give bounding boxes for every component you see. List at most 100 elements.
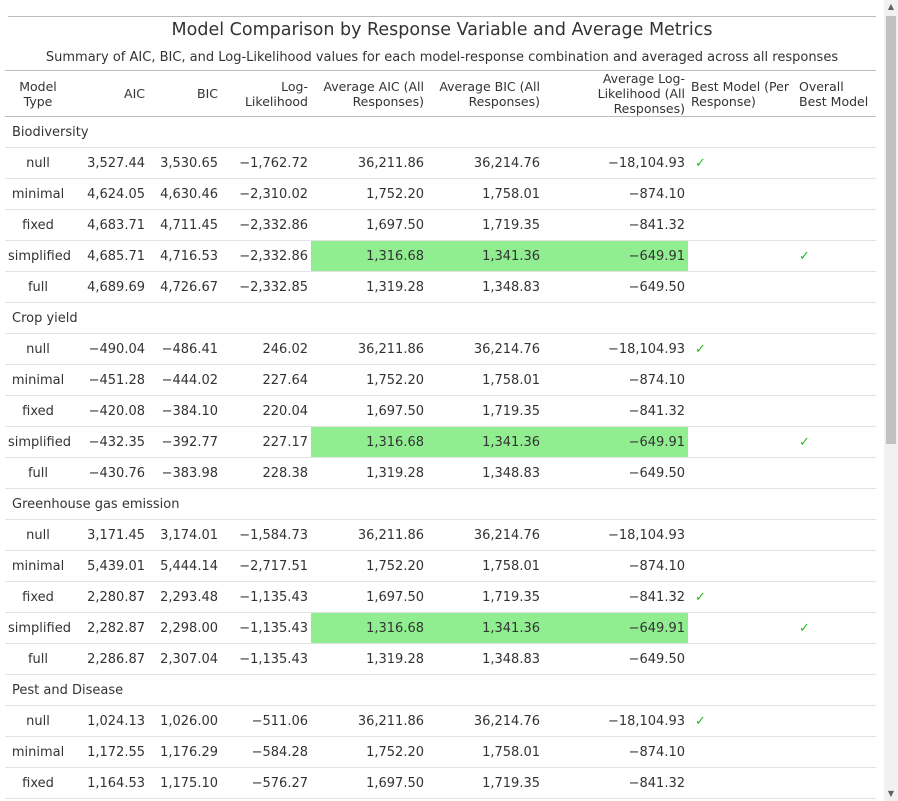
cell-avg-log-likelihood: −649.91 xyxy=(543,240,688,272)
overall-best-check-icon: ✓ xyxy=(799,620,810,636)
cell-avg-log-likelihood: −649.50 xyxy=(543,271,688,303)
col-header-aic[interactable]: AIC xyxy=(71,70,148,117)
col-header-overall-best[interactable]: Overall Best Model xyxy=(796,70,876,117)
overall-best-check-icon: ✓ xyxy=(799,434,810,450)
cell-log-likelihood: −1,762.72 xyxy=(221,147,311,179)
col-header-bic[interactable]: BIC xyxy=(148,70,221,117)
col-header-avg-log-likelihood[interactable]: Average Log-Likelihood (All Responses) xyxy=(543,70,688,117)
cell-avg-aic: 1,697.50 xyxy=(311,581,427,613)
cell-model-type: full xyxy=(5,457,71,489)
cell-model-type: simplified xyxy=(5,240,71,272)
cell-log-likelihood: −2,310.02 xyxy=(221,178,311,210)
col-header-avg-bic[interactable]: Average BIC (All Responses) xyxy=(427,70,543,117)
cell-log-likelihood: −2,332.86 xyxy=(221,240,311,272)
cell-aic: −451.28 xyxy=(71,364,148,396)
table-row: minimal −451.28 −444.02 227.64 1,752.20 1,758… xyxy=(5,364,876,396)
cell-aic: 1,172.55 xyxy=(71,736,148,768)
table-row: fixed 2,280.87 2,293.48 −1,135.43 1,697.50 1,… xyxy=(5,581,876,613)
cell-model-type: full xyxy=(5,643,71,675)
cell-avg-aic: 1,316.68 xyxy=(311,240,427,272)
cell-avg-bic: 1,719.35 xyxy=(427,581,543,613)
group-label: Crop yield xyxy=(5,302,876,334)
cell-avg-aic: 36,211.86 xyxy=(311,705,427,737)
cell-log-likelihood: 246.02 xyxy=(221,333,311,365)
cell-bic: 4,711.45 xyxy=(148,209,221,241)
cell-aic: 4,624.05 xyxy=(71,178,148,210)
table-row: simplified 2,282.87 2,298.00 −1,135.43 1,316… xyxy=(5,612,876,644)
cell-avg-log-likelihood: −874.10 xyxy=(543,550,688,582)
cell-avg-aic: 1,319.28 xyxy=(311,457,427,489)
table-subtitle: Summary of AIC, BIC, and Log-Likelihood … xyxy=(45,50,839,65)
table-row: fixed −420.08 −384.10 220.04 1,697.50 1,719.3… xyxy=(5,395,876,427)
cell-log-likelihood: −576.27 xyxy=(221,767,311,799)
cell-log-likelihood: 228.38 xyxy=(221,457,311,489)
cell-best-model: ✓ xyxy=(688,581,796,613)
table-row: minimal 4,624.05 4,630.46 −2,310.02 1,752.20… xyxy=(5,178,876,210)
cell-avg-aic: 1,752.20 xyxy=(311,736,427,768)
cell-best-model xyxy=(688,426,796,458)
cell-avg-log-likelihood: −18,104.93 xyxy=(543,519,688,551)
cell-avg-bic: 36,214.76 xyxy=(427,147,543,179)
col-header-model-type[interactable]: Model Type xyxy=(5,70,71,117)
table-row: fixed 4,683.71 4,711.45 −2,332.86 1,697.50 1,… xyxy=(5,209,876,241)
vertical-scrollbar[interactable]: ▲ ▼ xyxy=(884,0,898,801)
cell-log-likelihood: −1,584.73 xyxy=(221,519,311,551)
table-row: minimal 5,439.01 5,444.14 −2,717.51 1,752.20… xyxy=(5,550,876,582)
cell-model-type: minimal xyxy=(5,550,71,582)
col-header-log-likelihood[interactable]: Log-Likelihood xyxy=(221,70,311,117)
cell-avg-log-likelihood: −841.32 xyxy=(543,209,688,241)
cell-model-type: null xyxy=(5,705,71,737)
table-row: simplified −432.35 −392.77 227.17 1,316.68 1,… xyxy=(5,426,876,458)
cell-aic: 1,164.53 xyxy=(71,767,148,799)
cell-model-type: null xyxy=(5,147,71,179)
cell-log-likelihood: −584.28 xyxy=(221,736,311,768)
cell-bic: 4,726.67 xyxy=(148,271,221,303)
header-row: Model Type AIC BIC Log-Likelihood Averag… xyxy=(5,70,876,117)
cell-model-type: fixed xyxy=(5,767,71,799)
table-row: full 4,689.69 4,726.67 −2,332.85 1,319.28 1,3… xyxy=(5,271,876,303)
cell-avg-log-likelihood: −18,104.93 xyxy=(543,147,688,179)
cell-bic: 1,176.29 xyxy=(148,736,221,768)
cell-model-type: null xyxy=(5,333,71,365)
table-row: null −490.04 −486.41 246.02 36,211.86 36,214.… xyxy=(5,333,876,365)
cell-avg-bic: 36,214.76 xyxy=(427,333,543,365)
cell-avg-aic: 36,211.86 xyxy=(311,333,427,365)
cell-avg-aic: 1,697.50 xyxy=(311,209,427,241)
cell-best-model xyxy=(688,550,796,582)
best-model-check-icon: ✓ xyxy=(695,713,706,729)
cell-best-model xyxy=(688,643,796,675)
cell-model-type: simplified xyxy=(5,426,71,458)
cell-avg-aic: 1,319.28 xyxy=(311,643,427,675)
cell-avg-bic: 36,214.76 xyxy=(427,705,543,737)
cell-avg-log-likelihood: −649.50 xyxy=(543,457,688,489)
cell-avg-aic: 1,752.20 xyxy=(311,364,427,396)
cell-model-type: fixed xyxy=(5,209,71,241)
col-header-best-model[interactable]: Best Model (Per Response) xyxy=(688,70,796,117)
table-row: full 2,286.87 2,307.04 −1,135.43 1,319.28 1,3… xyxy=(5,643,876,675)
scrollbar-thumb[interactable] xyxy=(886,16,896,444)
cell-best-model xyxy=(688,767,796,799)
col-header-avg-aic[interactable]: Average AIC (All Responses) xyxy=(311,70,427,117)
cell-best-model xyxy=(688,271,796,303)
cell-best-model: ✓ xyxy=(688,705,796,737)
cell-avg-bic: 36,214.76 xyxy=(427,519,543,551)
model-comparison-table: Model Type AIC BIC Log-Likelihood Averag… xyxy=(5,70,876,799)
cell-avg-log-likelihood: −841.32 xyxy=(543,581,688,613)
cell-overall-best: ✓ xyxy=(796,612,876,644)
cell-overall-best xyxy=(796,147,876,179)
cell-avg-bic: 1,758.01 xyxy=(427,364,543,396)
cell-log-likelihood: 227.64 xyxy=(221,364,311,396)
cell-avg-aic: 36,211.86 xyxy=(311,519,427,551)
cell-bic: 2,293.48 xyxy=(148,581,221,613)
cell-overall-best xyxy=(796,767,876,799)
table-row: minimal 1,172.55 1,176.29 −584.28 1,752.20 1,… xyxy=(5,736,876,768)
cell-bic: 5,444.14 xyxy=(148,550,221,582)
scroll-down-arrow-icon[interactable]: ▼ xyxy=(887,789,895,798)
scroll-up-arrow-icon[interactable]: ▲ xyxy=(887,2,895,11)
cell-model-type: fixed xyxy=(5,581,71,613)
cell-model-type: full xyxy=(5,271,71,303)
cell-bic: 2,298.00 xyxy=(148,612,221,644)
cell-overall-best xyxy=(796,178,876,210)
cell-log-likelihood: −1,135.43 xyxy=(221,581,311,613)
